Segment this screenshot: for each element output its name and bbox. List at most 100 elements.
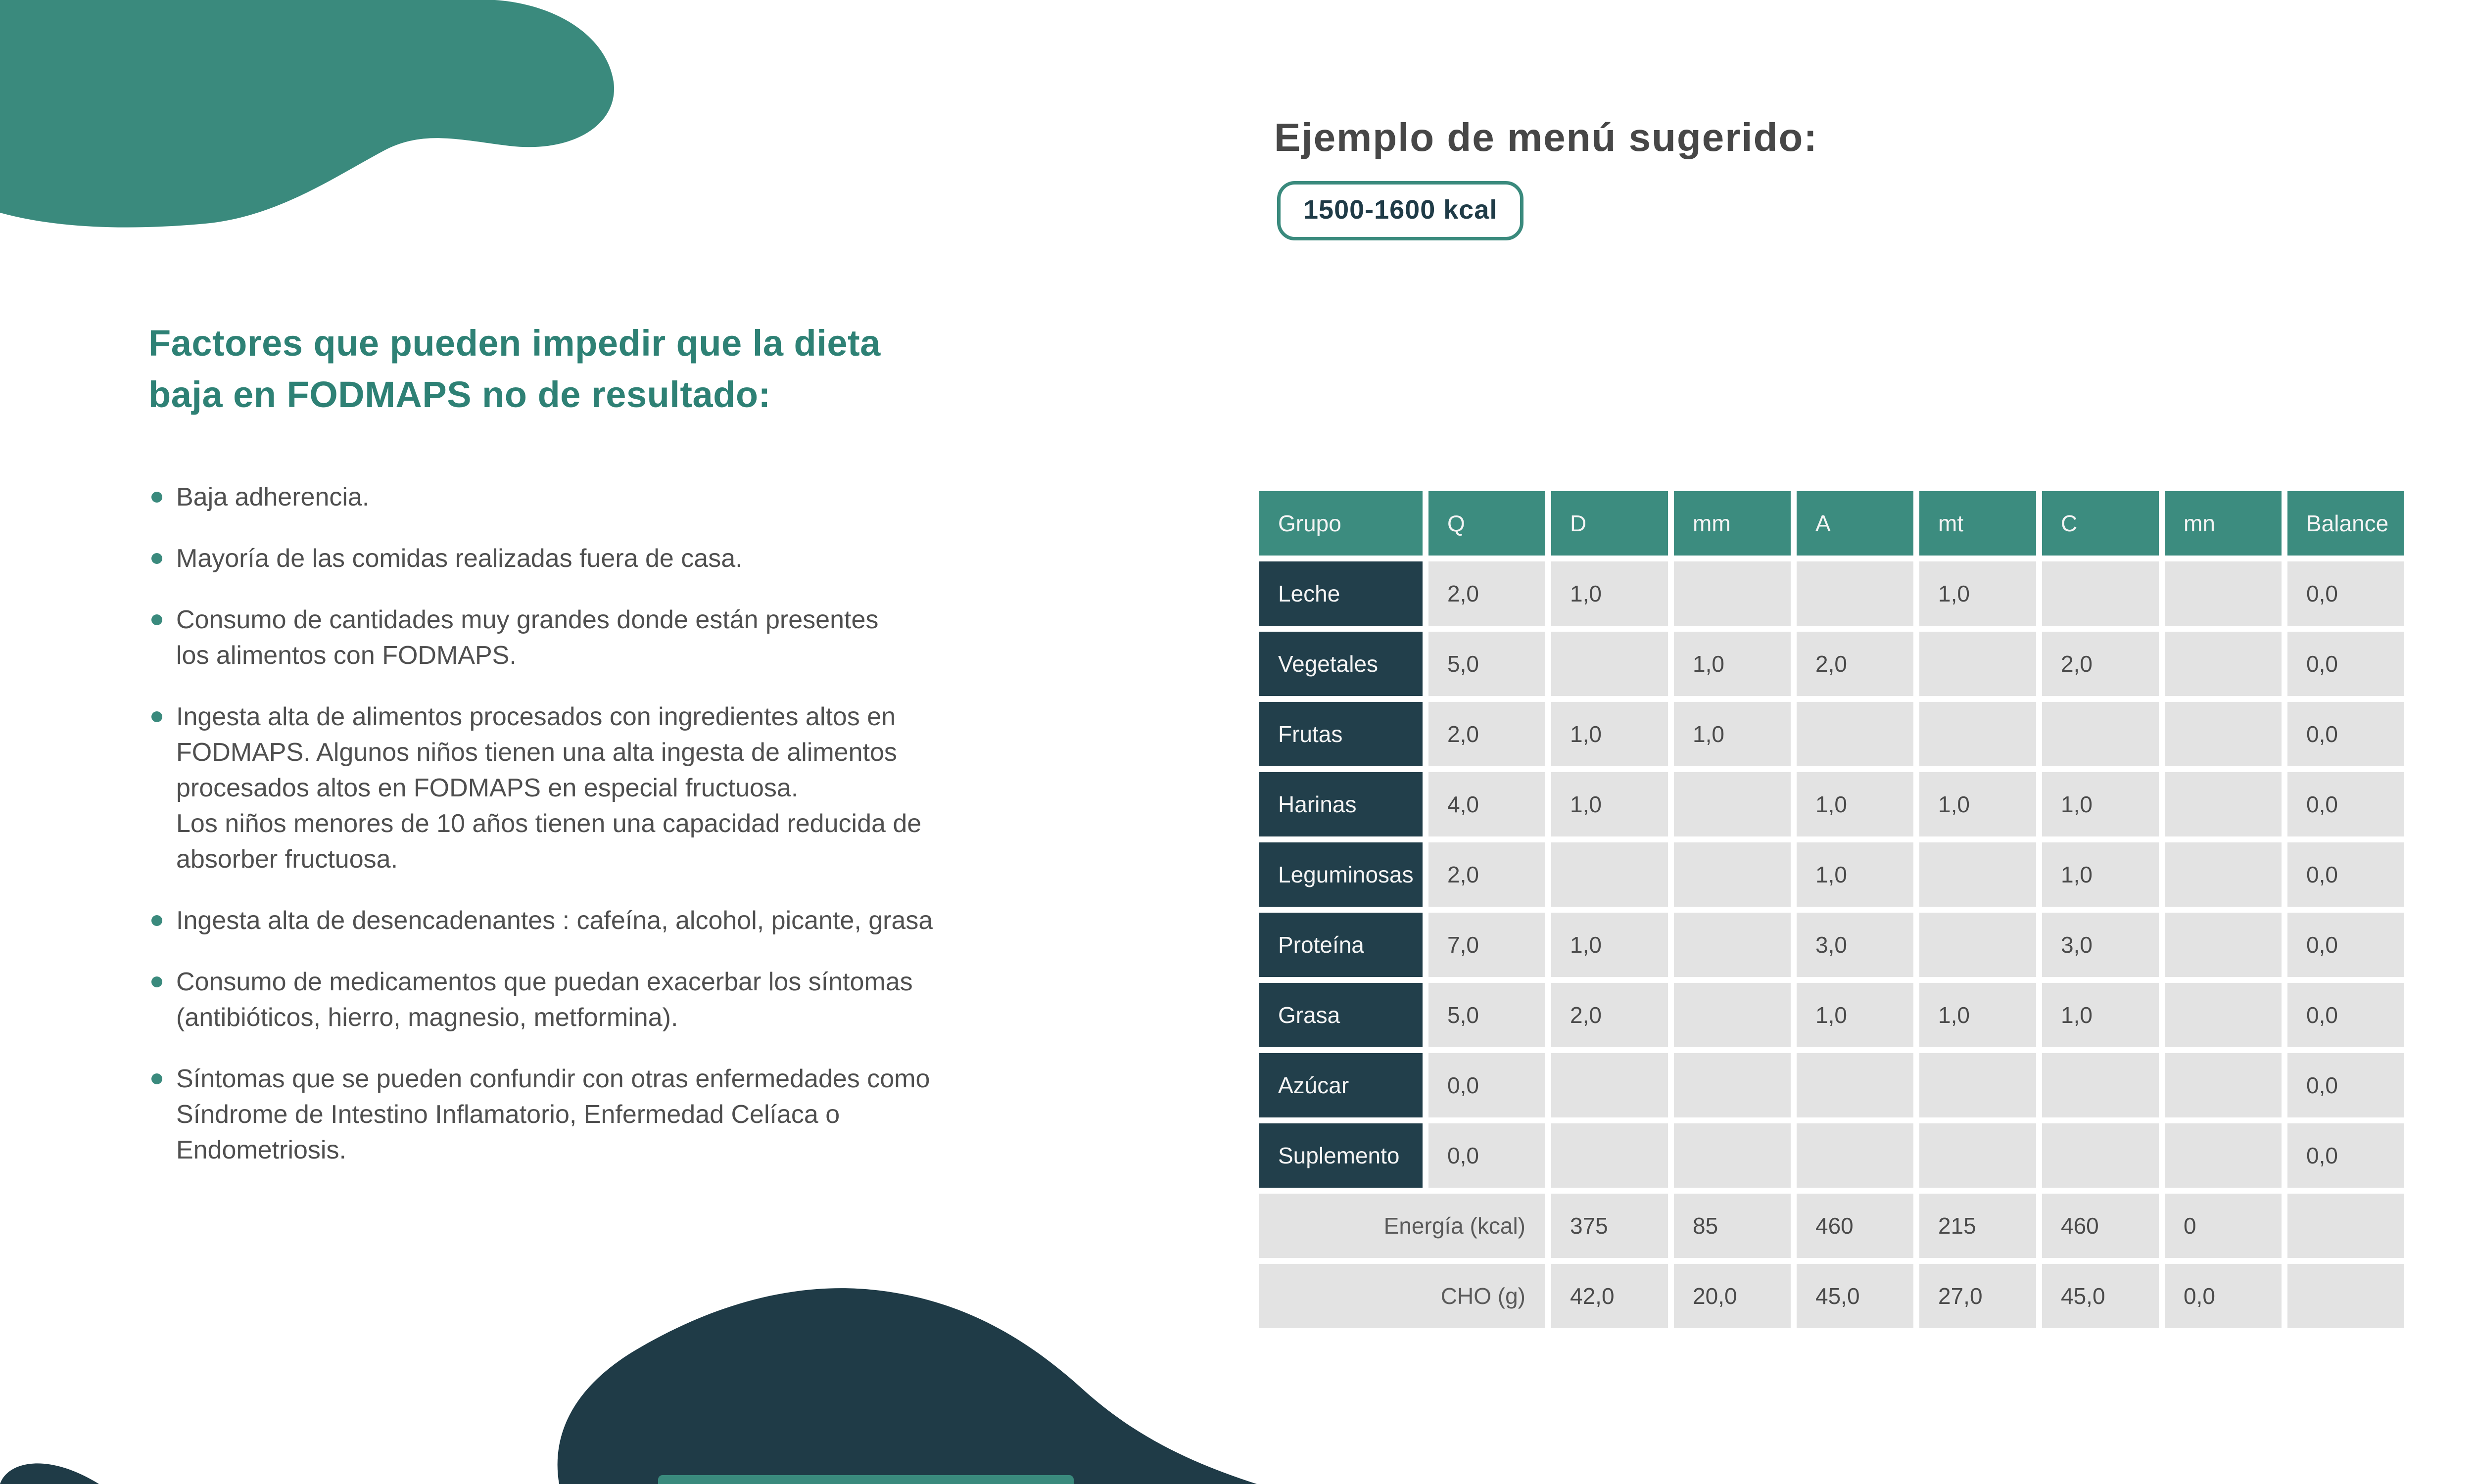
footer-cell: 20,0 bbox=[1674, 1264, 1791, 1328]
column-header-mm: mm bbox=[1674, 491, 1791, 556]
table-cell bbox=[1674, 772, 1791, 836]
table-cell bbox=[1674, 561, 1791, 626]
row-header: Azúcar bbox=[1259, 1053, 1423, 1117]
factors-section: Factores que pueden impedir que la dieta… bbox=[148, 318, 1311, 1194]
footer-cell: 0 bbox=[2165, 1194, 2282, 1258]
table-cell bbox=[1919, 632, 2036, 696]
row-header: Leguminosas bbox=[1259, 842, 1423, 907]
table-cell bbox=[1919, 1123, 2036, 1188]
table-cell: 5,0 bbox=[1428, 632, 1545, 696]
table-cell bbox=[1551, 1123, 1668, 1188]
table-cell: 0,0 bbox=[1428, 1123, 1545, 1188]
table-cell: 2,0 bbox=[1797, 632, 1913, 696]
column-header-q: Q bbox=[1428, 491, 1545, 556]
table-cell bbox=[1551, 842, 1668, 907]
row-header: Leche bbox=[1259, 561, 1423, 626]
table-cell bbox=[1797, 561, 1913, 626]
menu-header: Ejemplo de menú sugerido: 1500-1600 kcal bbox=[1274, 115, 1818, 240]
footer-cell: 215 bbox=[1919, 1194, 2036, 1258]
table-cell: 0,0 bbox=[2287, 702, 2404, 766]
table-cell: 1,0 bbox=[1674, 702, 1791, 766]
footer-cell: 460 bbox=[1797, 1194, 1913, 1258]
table-cell: 7,0 bbox=[1428, 913, 1545, 977]
row-header: Frutas bbox=[1259, 702, 1423, 766]
row-header: Suplemento bbox=[1259, 1123, 1423, 1188]
table-cell bbox=[1919, 913, 2036, 977]
table-cell: 2,0 bbox=[1428, 702, 1545, 766]
factors-title-line1: Factores que pueden impedir que la dieta bbox=[148, 323, 881, 364]
table-cell bbox=[2042, 561, 2159, 626]
table-cell: 0,0 bbox=[2287, 983, 2404, 1047]
footer-cell: 85 bbox=[1674, 1194, 1791, 1258]
table-cell bbox=[1797, 1123, 1913, 1188]
table-cell: 1,0 bbox=[2042, 983, 2159, 1047]
factor-bullet: Ingesta alta de alimentos procesados con… bbox=[151, 699, 1311, 877]
table-cell bbox=[1551, 1053, 1668, 1117]
row-header: Harinas bbox=[1259, 772, 1423, 836]
factors-bullet-list: Baja adherencia. Mayoría de las comidas r… bbox=[151, 479, 1311, 1168]
table-cell: 2,0 bbox=[1551, 983, 1668, 1047]
table-cell: 1,0 bbox=[1797, 772, 1913, 836]
table-cell bbox=[1674, 983, 1791, 1047]
footer-cell: 375 bbox=[1551, 1194, 1668, 1258]
table-cell: 1,0 bbox=[1551, 702, 1668, 766]
row-header: Proteína bbox=[1259, 913, 1423, 977]
table-cell bbox=[1919, 1053, 2036, 1117]
table-cell bbox=[1674, 913, 1791, 977]
kcal-badge: 1500-1600 kcal bbox=[1277, 181, 1524, 240]
column-header-mn: mn bbox=[2165, 491, 2282, 556]
column-header-a: A bbox=[1797, 491, 1913, 556]
table-cell: 2,0 bbox=[1428, 842, 1545, 907]
table-cell: 1,0 bbox=[1674, 632, 1791, 696]
table-cell bbox=[1674, 1053, 1791, 1117]
column-header-balance: Balance bbox=[2287, 491, 2404, 556]
decorative-teal-strip bbox=[658, 1475, 1074, 1484]
factor-bullet: Mayoría de las comidas realizadas fuera … bbox=[151, 541, 1311, 576]
footer-label: Energía (kcal) bbox=[1259, 1194, 1545, 1258]
table-cell bbox=[1919, 702, 2036, 766]
table-cell: 0,0 bbox=[2287, 1053, 2404, 1117]
footer-cell: 45,0 bbox=[1797, 1264, 1913, 1328]
table-cell bbox=[2042, 1123, 2159, 1188]
table-cell: 0,0 bbox=[2287, 632, 2404, 696]
table-cell bbox=[1797, 1053, 1913, 1117]
table-cell bbox=[1919, 842, 2036, 907]
table-cell bbox=[2165, 842, 2282, 907]
table-cell bbox=[1797, 702, 1913, 766]
footer-cell: 45,0 bbox=[2042, 1264, 2159, 1328]
table-cell bbox=[2165, 913, 2282, 977]
table-cell: 2,0 bbox=[2042, 632, 2159, 696]
table-cell: 1,0 bbox=[2042, 842, 2159, 907]
table-cell bbox=[2042, 1053, 2159, 1117]
factor-bullet: Consumo de medicamentos que puedan exace… bbox=[151, 964, 1311, 1035]
table-cell: 0,0 bbox=[2287, 1123, 2404, 1188]
column-header-grupo: Grupo bbox=[1259, 491, 1423, 556]
decorative-blob-bottom bbox=[542, 1271, 1259, 1484]
table-cell: 1,0 bbox=[1919, 772, 2036, 836]
table-cell: 3,0 bbox=[1797, 913, 1913, 977]
factor-bullet: Ingesta alta de desencadenantes : cafeín… bbox=[151, 903, 1311, 938]
table-cell: 1,0 bbox=[1797, 842, 1913, 907]
table-cell: 1,0 bbox=[1551, 772, 1668, 836]
table-cell: 1,0 bbox=[1919, 561, 2036, 626]
table-cell: 1,0 bbox=[2042, 772, 2159, 836]
row-header: Vegetales bbox=[1259, 632, 1423, 696]
table-cell: 4,0 bbox=[1428, 772, 1545, 836]
footer-cell bbox=[2287, 1194, 2404, 1258]
table-cell bbox=[2165, 702, 2282, 766]
table-cell: 1,0 bbox=[1551, 913, 1668, 977]
footer-cell: 0,0 bbox=[2165, 1264, 2282, 1328]
column-header-d: D bbox=[1551, 491, 1668, 556]
decorative-blob-bottom-left bbox=[0, 1449, 99, 1484]
row-header: Grasa bbox=[1259, 983, 1423, 1047]
table-cell: 1,0 bbox=[1797, 983, 1913, 1047]
table-cell: 0,0 bbox=[2287, 561, 2404, 626]
table-cell bbox=[1551, 632, 1668, 696]
footer-label: CHO (g) bbox=[1259, 1264, 1545, 1328]
column-header-c: C bbox=[2042, 491, 2159, 556]
table-cell bbox=[2165, 561, 2282, 626]
table-cell: 0,0 bbox=[1428, 1053, 1545, 1117]
column-header-mt: mt bbox=[1919, 491, 2036, 556]
factors-title: Factores que pueden impedir que la dieta… bbox=[148, 318, 1311, 420]
